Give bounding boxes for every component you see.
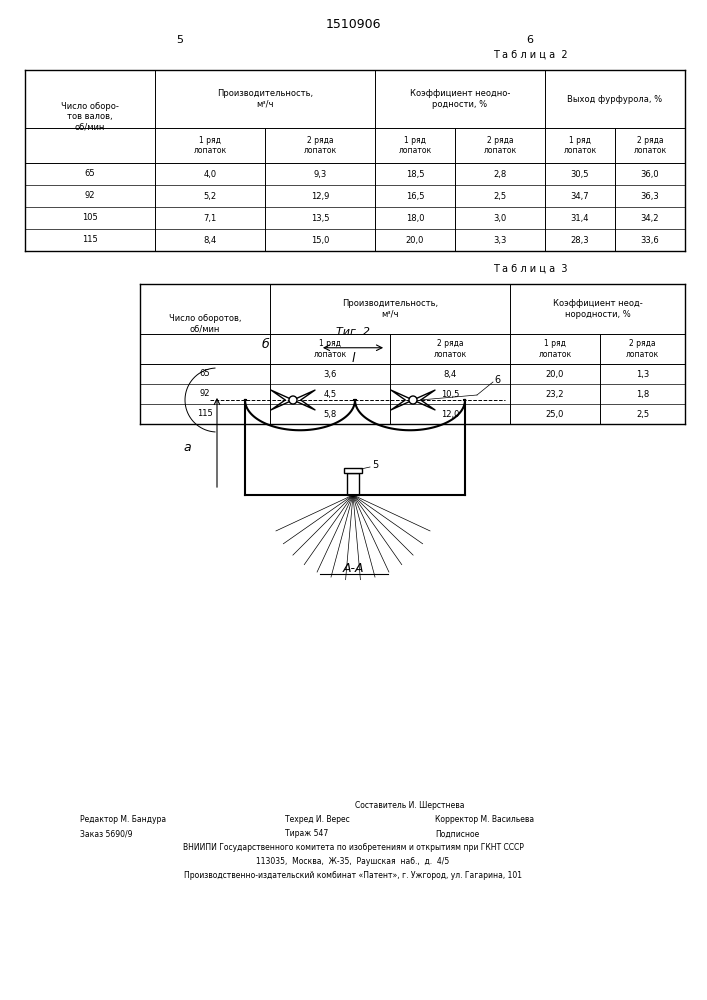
Text: Τиг. 2: Τиг. 2 [336, 327, 370, 337]
Text: 20,0: 20,0 [546, 369, 564, 378]
Text: 1,3: 1,3 [636, 369, 649, 378]
Text: Составитель И. Шерстнева: Составитель И. Шерстнева [355, 800, 464, 810]
Text: 36,0: 36,0 [641, 169, 660, 178]
Text: Т а б л и ц а  2: Т а б л и ц а 2 [493, 50, 567, 60]
Text: Число оборо-
тов валов,
об/мин: Число оборо- тов валов, об/мин [61, 102, 119, 131]
Text: l: l [351, 352, 355, 365]
Text: 18,0: 18,0 [406, 214, 424, 223]
Text: 1510906: 1510906 [325, 18, 381, 31]
Text: 5: 5 [372, 460, 378, 470]
Text: 13,5: 13,5 [311, 214, 329, 223]
Text: 2 ряда
лопаток: 2 ряда лопаток [484, 136, 517, 155]
Text: 2,8: 2,8 [493, 169, 507, 178]
Text: 4,0: 4,0 [204, 169, 216, 178]
Text: 4,5: 4,5 [323, 389, 337, 398]
Text: а: а [183, 441, 191, 454]
Text: 105: 105 [82, 214, 98, 223]
Text: 115: 115 [82, 235, 98, 244]
Text: Подписное: Подписное [435, 830, 479, 838]
Text: 1 ряд
лопаток: 1 ряд лопаток [538, 339, 572, 359]
Text: 92: 92 [85, 192, 95, 200]
Text: Производственно-издательский комбинат «Патент», г. Ужгород, ул. Гагарина, 101: Производственно-издательский комбинат «П… [184, 871, 522, 880]
Text: 92: 92 [200, 389, 210, 398]
Text: 9,3: 9,3 [313, 169, 327, 178]
Text: 16,5: 16,5 [406, 192, 424, 200]
Text: 65: 65 [85, 169, 95, 178]
Text: б: б [261, 338, 269, 352]
Text: 1 ряд
лопаток: 1 ряд лопаток [563, 136, 597, 155]
Text: 8,4: 8,4 [204, 235, 216, 244]
Text: 34,7: 34,7 [571, 192, 590, 200]
Bar [347, 473, 359, 495]
Text: 25,0: 25,0 [546, 410, 564, 418]
Text: 1 ряд
лопаток: 1 ряд лопаток [313, 339, 346, 359]
Text: 1,8: 1,8 [636, 389, 649, 398]
Text: 2,5: 2,5 [493, 192, 506, 200]
Text: 7,1: 7,1 [204, 214, 216, 223]
Text: 5,2: 5,2 [204, 192, 216, 200]
Text: 34,2: 34,2 [641, 214, 659, 223]
Text: 18,5: 18,5 [406, 169, 424, 178]
Text: 6: 6 [494, 375, 500, 385]
Text: 2 ряда
лопаток: 2 ряда лопаток [633, 136, 667, 155]
Text: 115: 115 [197, 410, 213, 418]
Text: 5: 5 [177, 35, 184, 45]
Text: 2 ряда
лопаток: 2 ряда лопаток [303, 136, 337, 155]
Text: 3,6: 3,6 [323, 369, 337, 378]
Text: 1 ряд
лопаток: 1 ряд лопаток [398, 136, 432, 155]
Bar [344, 468, 362, 473]
Text: 5,8: 5,8 [323, 410, 337, 418]
Text: Корректор М. Васильева: Корректор М. Васильева [435, 816, 534, 824]
Circle shape [289, 396, 297, 404]
Text: Тираж 547: Тираж 547 [285, 830, 328, 838]
Text: 6: 6 [527, 35, 534, 45]
Text: 2 ряда
лопаток: 2 ряда лопаток [433, 339, 467, 359]
Text: Коэффициент неод-
нородности, %: Коэффициент неод- нородности, % [553, 299, 643, 319]
Text: 3,3: 3,3 [493, 235, 507, 244]
Text: Заказ 5690/9: Заказ 5690/9 [80, 830, 132, 838]
Text: 2 ряда
лопаток: 2 ряда лопаток [626, 339, 659, 359]
Text: Коэффициент неодно-
родности, %: Коэффициент неодно- родности, % [410, 89, 510, 109]
Text: 3,0: 3,0 [493, 214, 507, 223]
Text: 113035,  Москва,  Ж-35,  Раушская  наб.,  д.  4/5: 113035, Москва, Ж-35, Раушская наб., д. … [257, 857, 450, 866]
Text: 10,5: 10,5 [440, 389, 459, 398]
Text: 36,3: 36,3 [641, 192, 660, 200]
Text: Число оборотов,
об/мин: Число оборотов, об/мин [169, 314, 241, 334]
Text: 12,9: 12,9 [311, 192, 329, 200]
Text: 1 ряд
лопаток: 1 ряд лопаток [194, 136, 227, 155]
Text: Производительность,
м³/ч: Производительность, м³/ч [342, 299, 438, 319]
Circle shape [409, 396, 417, 404]
Text: А-А: А-А [342, 562, 363, 574]
Text: 2,5: 2,5 [636, 410, 649, 418]
Text: 20,0: 20,0 [406, 235, 424, 244]
Text: 31,4: 31,4 [571, 214, 589, 223]
Text: 30,5: 30,5 [571, 169, 589, 178]
Text: ВНИИПИ Государственного комитета по изобретениям и открытиям при ГКНТ СССР: ВНИИПИ Государственного комитета по изоб… [182, 844, 523, 852]
Text: 65: 65 [199, 369, 210, 378]
Text: Редактор М. Бандура: Редактор М. Бандура [80, 816, 166, 824]
Text: 23,2: 23,2 [546, 389, 564, 398]
Text: Техред И. Верес: Техред И. Верес [285, 816, 350, 824]
Text: 12,0: 12,0 [440, 410, 459, 418]
Text: 8,4: 8,4 [443, 369, 457, 378]
Text: 28,3: 28,3 [571, 235, 590, 244]
Text: Выход фурфурола, %: Выход фурфурола, % [568, 95, 662, 104]
Text: 33,6: 33,6 [641, 235, 660, 244]
Text: 15,0: 15,0 [311, 235, 329, 244]
Text: Производительность,
м³/ч: Производительность, м³/ч [217, 89, 313, 109]
Text: Т а б л и ц а  3: Т а б л и ц а 3 [493, 264, 567, 274]
